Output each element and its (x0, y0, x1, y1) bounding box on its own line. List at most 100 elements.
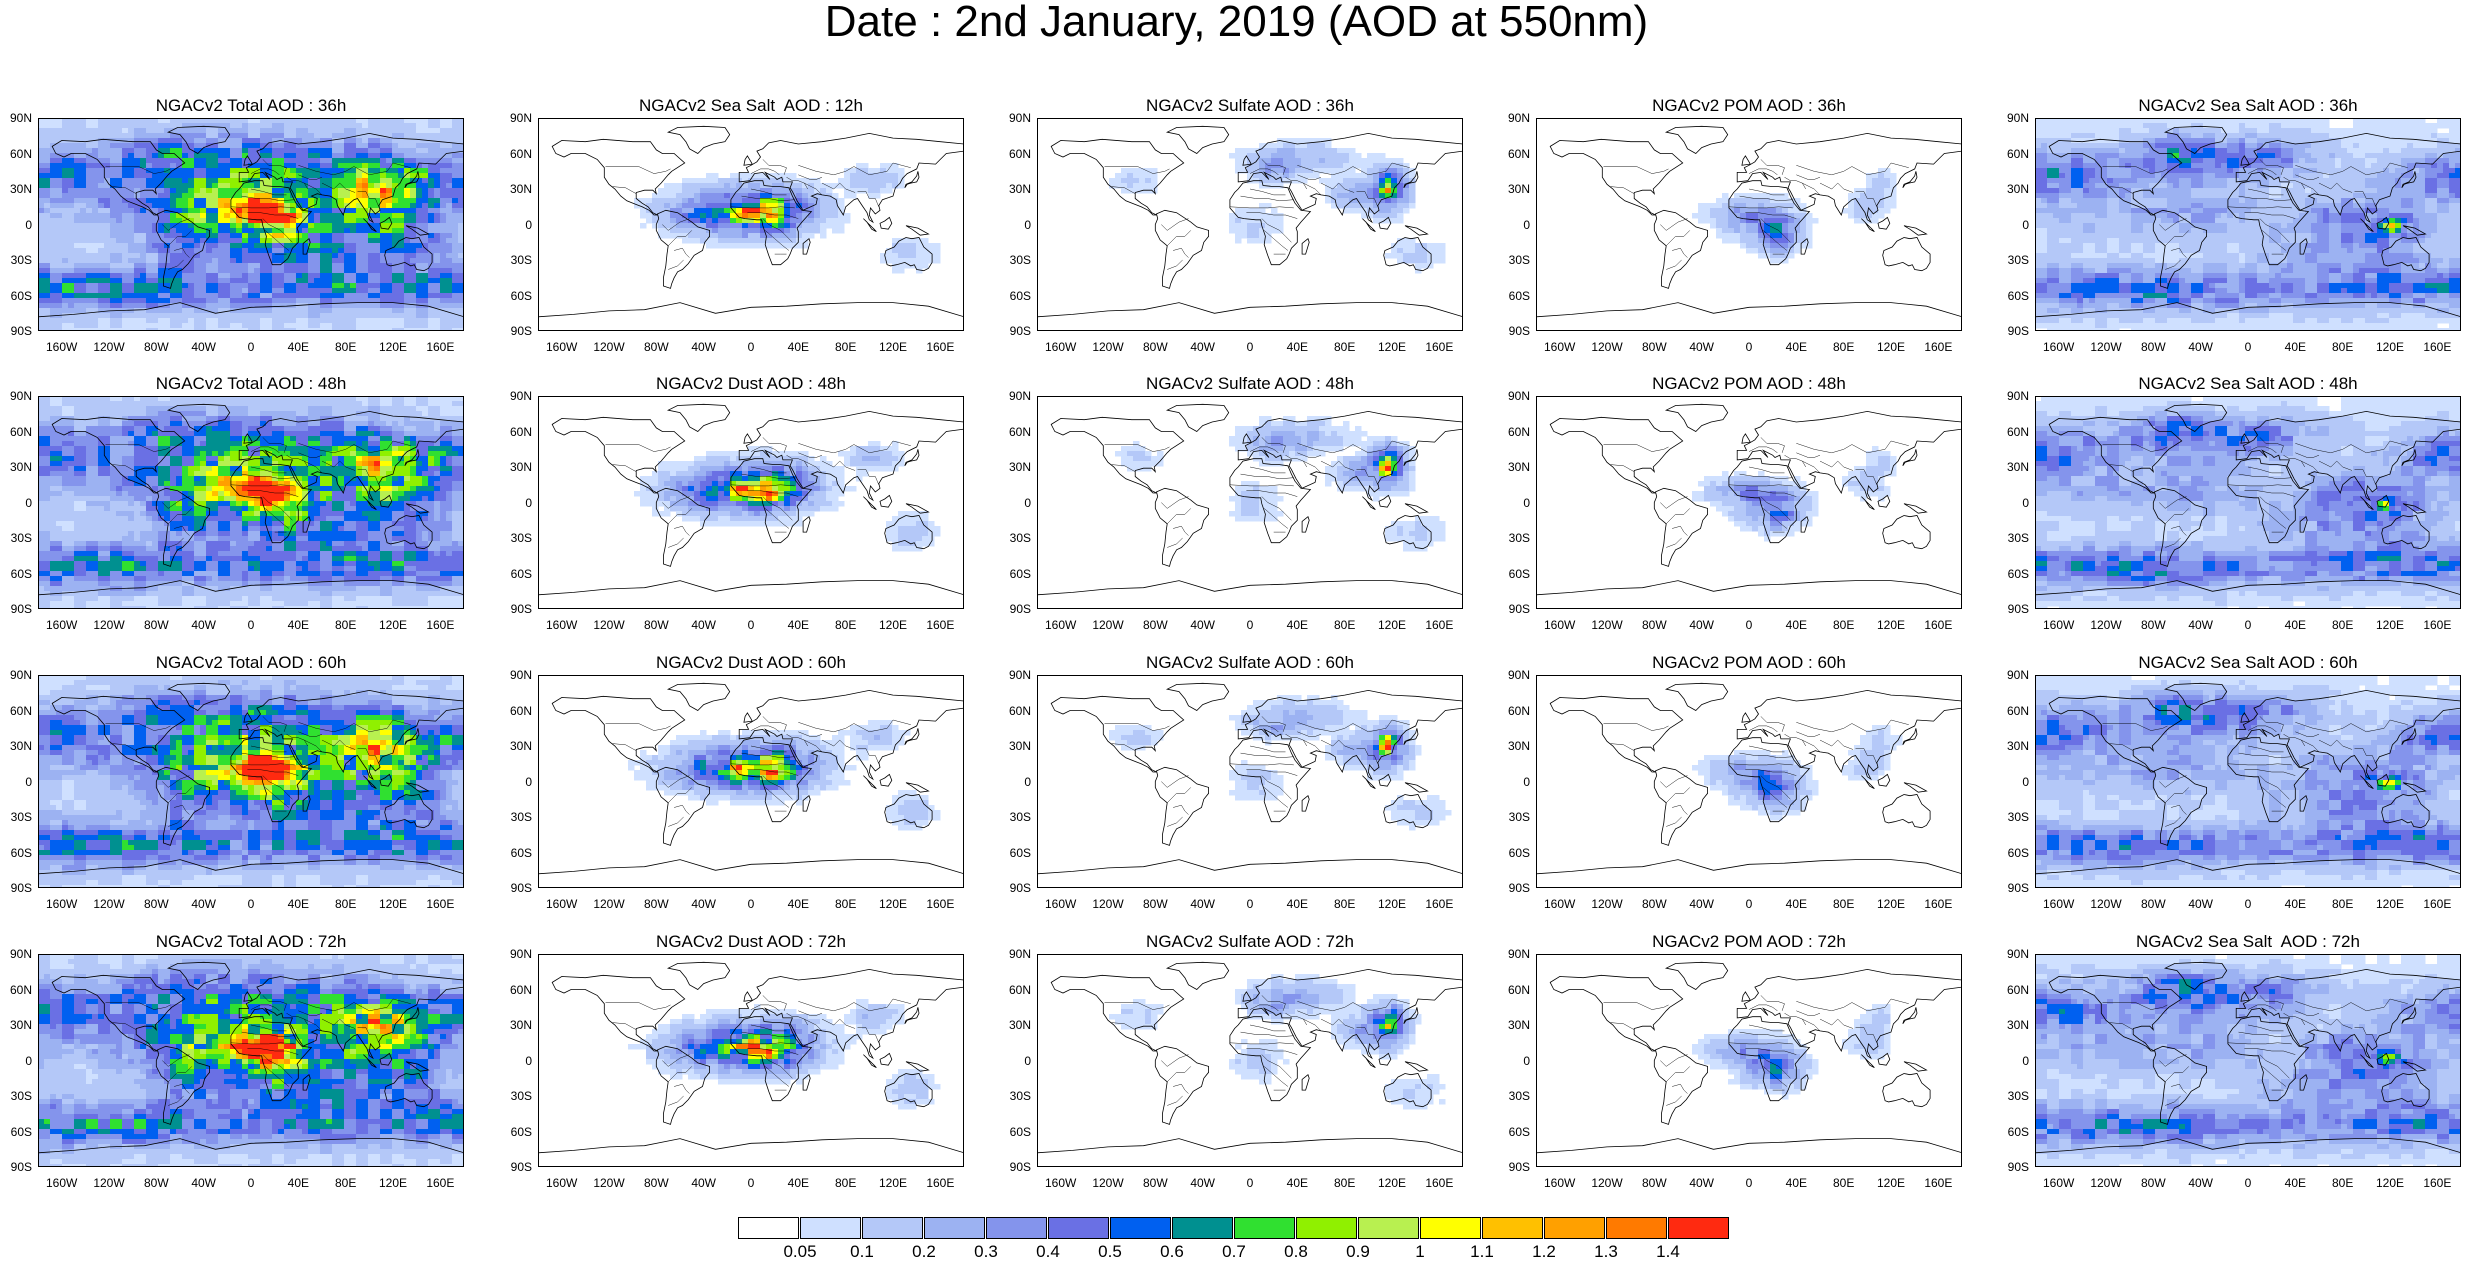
aod-cell (230, 273, 237, 279)
aod-cell (446, 193, 453, 199)
aod-cell (110, 298, 117, 304)
aod-cell (898, 268, 905, 274)
aod-cell (1391, 173, 1398, 179)
aod-cell (404, 158, 411, 164)
aod-cell (736, 238, 743, 244)
aod-cell (1872, 183, 1879, 189)
aod-cell (392, 258, 399, 264)
aod-cell (446, 158, 453, 164)
aod-cell (700, 228, 707, 234)
coastline (1154, 209, 1209, 289)
aod-cell (1794, 228, 1801, 234)
aod-cell (380, 178, 387, 184)
aod-cell (1259, 183, 1266, 189)
aod-cell (422, 278, 429, 284)
aod-cell (182, 233, 189, 239)
aod-cell (446, 128, 453, 134)
aod-cell (302, 308, 309, 314)
aod-cell (368, 233, 375, 239)
aod-cell (104, 258, 111, 264)
aod-cell (398, 288, 405, 294)
aod-cell (1229, 223, 1236, 229)
aod-cell (218, 288, 225, 294)
aod-cell (350, 323, 357, 329)
aod-cell (248, 258, 255, 264)
aod-cell (224, 288, 231, 294)
aod-cell (236, 128, 243, 134)
aod-cell (682, 213, 689, 219)
aod-cell (110, 118, 117, 124)
aod-cell (434, 293, 441, 299)
aod-cell (458, 178, 464, 184)
aod-cell (2323, 123, 2330, 129)
aod-cell (122, 198, 129, 204)
aod-cell (146, 283, 153, 289)
aod-cell (284, 223, 291, 229)
aod-cell (80, 173, 87, 179)
aod-cell (1307, 148, 1314, 154)
country-border (1161, 218, 1189, 231)
country-border (612, 186, 637, 194)
aod-cell (80, 153, 87, 159)
aod-cell (212, 148, 219, 154)
aod-cell (1259, 208, 1266, 214)
aod-cell (2419, 128, 2426, 134)
aod-cell (248, 188, 255, 194)
aod-cell (1259, 228, 1266, 234)
aod-cell (248, 263, 255, 269)
aod-cell (56, 218, 63, 224)
aod-cell (368, 158, 375, 164)
aod-cell (646, 213, 653, 219)
aod-cell (1379, 188, 1386, 194)
aod-cell (320, 168, 327, 174)
aod-cell (416, 198, 423, 204)
aod-cell (236, 203, 243, 209)
aod-cell (116, 178, 123, 184)
aod-cell (1758, 198, 1765, 204)
aod-cell (122, 213, 129, 219)
aod-cell (104, 233, 111, 239)
aod-cell (86, 228, 93, 234)
aod-cell (290, 168, 297, 174)
aod-cell (404, 303, 411, 309)
aod-cell (404, 283, 411, 289)
aod-cell (176, 318, 183, 324)
aod-cell (2077, 138, 2084, 144)
aod-cell (260, 298, 267, 304)
aod-cell (2089, 118, 2096, 124)
aod-cell (194, 293, 201, 299)
aod-cell (784, 218, 791, 224)
aod-cell (838, 178, 845, 184)
aod-cell (2239, 138, 2246, 144)
aod-cell (428, 263, 435, 269)
aod-cell (74, 173, 81, 179)
aod-cell (50, 298, 57, 304)
aod-cell (404, 183, 411, 189)
aod-cell (1385, 253, 1392, 259)
aod-cell (2053, 133, 2060, 139)
aod-cell (176, 278, 183, 284)
aod-cell (676, 198, 683, 204)
aod-cell (278, 313, 285, 319)
aod-cell (446, 308, 453, 314)
aod-cell (86, 323, 93, 329)
aod-cell (164, 198, 171, 204)
aod-cell (1776, 243, 1783, 249)
aod-cell (446, 258, 453, 264)
aod-cell (170, 328, 177, 331)
aod-cell (440, 243, 447, 249)
aod-cell (1109, 183, 1116, 189)
aod-cell (1884, 193, 1891, 199)
aod-cell (56, 328, 63, 331)
aod-cell (272, 163, 279, 169)
aod-cell (254, 188, 261, 194)
aod-cell (206, 263, 213, 269)
aod-cell (86, 198, 93, 204)
aod-cell (350, 148, 357, 154)
aod-cell (452, 313, 459, 319)
aod-cell (736, 233, 743, 239)
aod-cell (428, 128, 435, 134)
aod-cell (56, 163, 63, 169)
aod-cell (176, 288, 183, 294)
aod-cell (146, 248, 153, 254)
